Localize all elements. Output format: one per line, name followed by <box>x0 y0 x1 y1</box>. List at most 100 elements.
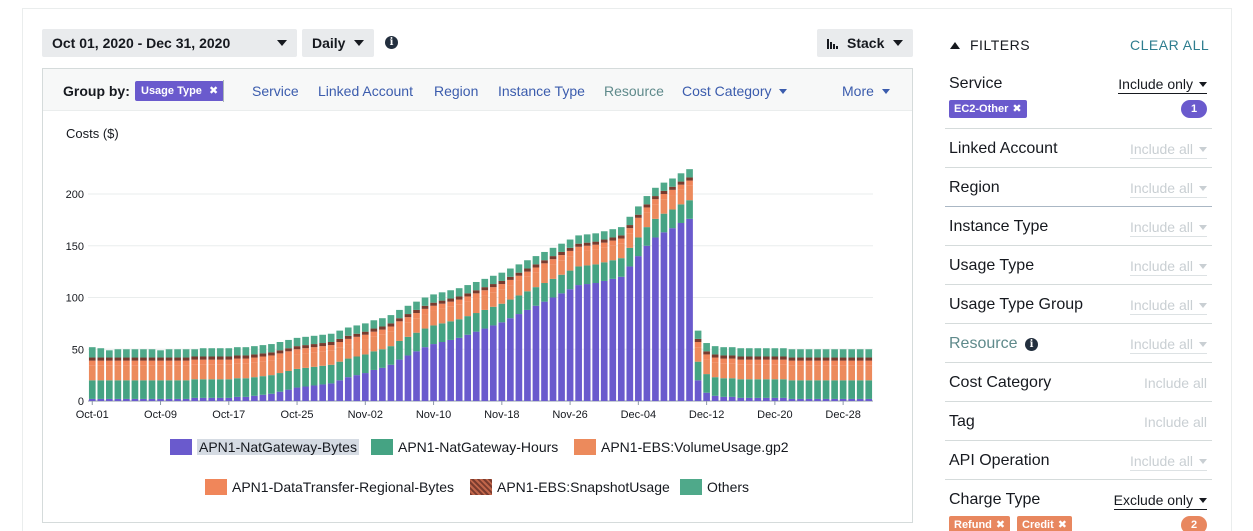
group-by-more[interactable]: More <box>842 83 890 99</box>
bar-segment <box>225 348 233 357</box>
bar-segment <box>208 379 216 398</box>
bar-segment <box>583 250 591 266</box>
legend-item-others[interactable]: Others <box>680 478 749 496</box>
filter-row-tag: Tag Include all <box>945 402 1212 441</box>
bar-segment <box>635 237 642 257</box>
bar-segment <box>592 233 600 242</box>
remove-icon[interactable]: ✖ <box>995 519 1006 531</box>
chart-style-dropdown[interactable]: Stack <box>817 29 913 57</box>
bar-segment <box>140 398 147 401</box>
bar-segment <box>233 378 241 397</box>
filter-mode-text: Include all <box>1143 414 1207 430</box>
group-by-chip[interactable]: Usage Type ✖ <box>135 81 225 101</box>
bar-segment <box>293 368 301 388</box>
bar-segment <box>797 398 804 401</box>
bar-segment <box>839 398 847 401</box>
bar-segment <box>669 178 676 187</box>
filter-mode-dropdown[interactable]: Include all <box>1129 258 1207 276</box>
bar-segment <box>805 380 813 399</box>
bar-segment <box>481 290 489 296</box>
bar-segment <box>123 380 130 399</box>
chevron-down-icon <box>1199 341 1207 347</box>
bar-segment <box>293 349 301 355</box>
bar-segment <box>558 251 565 256</box>
filter-mode-dropdown[interactable]: Include all <box>1144 414 1207 430</box>
bar-segment <box>251 357 258 363</box>
filter-chip[interactable]: EC2-Other ✖ <box>949 100 1027 118</box>
group-by-service[interactable]: Service <box>252 83 299 99</box>
filters-title: FILTERS <box>970 37 1031 53</box>
filter-mode-dropdown[interactable]: Include all <box>1129 453 1207 471</box>
legend-item-ebs-snapshot[interactable]: APN1-EBS:SnapshotUsage <box>470 478 670 496</box>
date-range-dropdown[interactable]: Oct 01, 2020 - Dec 31, 2020 <box>42 29 297 57</box>
legend-swatch <box>205 479 227 495</box>
filter-mode-dropdown[interactable]: Include all <box>1129 141 1207 159</box>
bar-segment <box>763 359 770 365</box>
info-icon[interactable]: i <box>1025 338 1038 351</box>
bar-segment <box>165 349 173 358</box>
bar-segment <box>242 396 250 401</box>
bar-segment <box>404 322 412 337</box>
bar-segment <box>106 360 113 366</box>
bar-segment <box>455 299 463 305</box>
filter-mode-dropdown[interactable]: Include all <box>1129 219 1207 237</box>
bar-segment <box>268 375 275 394</box>
filters-toggle[interactable]: FILTERS <box>950 37 1030 53</box>
bar-segment <box>302 345 309 349</box>
bar-segment <box>856 365 864 381</box>
info-icon[interactable]: i <box>385 36 398 49</box>
legend-item-natgateway-hours[interactable]: APN1-NatGateway-Hours <box>371 438 558 456</box>
group-by-instance-type[interactable]: Instance Type <box>498 83 585 99</box>
filter-label: Resource <box>949 335 1018 352</box>
filter-mode-dropdown[interactable]: Include all <box>1144 375 1207 391</box>
bar-segment <box>182 357 190 361</box>
bar-segment <box>319 346 326 352</box>
bar-segment <box>660 213 668 233</box>
bar-segment <box>771 359 779 365</box>
bar-segment <box>728 347 736 356</box>
group-by-linked-account[interactable]: Linked Account <box>318 83 413 99</box>
bar-segment <box>259 356 267 362</box>
remove-icon[interactable]: ✖ <box>1012 103 1022 115</box>
group-by-resource[interactable]: Resource <box>604 83 664 99</box>
bar-segment <box>430 305 437 311</box>
legend-item-data-transfer[interactable]: APN1-DataTransfer-Regional-Bytes <box>205 478 454 496</box>
bar-segment <box>822 365 830 381</box>
filter-mode-dropdown[interactable]: Include only <box>1118 76 1207 94</box>
bar-segment <box>165 357 173 361</box>
bar-segment <box>302 336 309 346</box>
filter-mode-dropdown[interactable]: Include all <box>1129 336 1207 354</box>
filter-mode-dropdown[interactable]: Exclude only <box>1113 492 1207 510</box>
bar-segment <box>677 204 685 223</box>
bar-segment <box>310 347 318 353</box>
bar-segment <box>617 238 625 244</box>
bar-segment <box>686 169 693 178</box>
chart-style-text: Stack <box>847 35 885 51</box>
bar-segment <box>88 347 96 358</box>
chevron-down-icon <box>1199 185 1207 191</box>
bar-segment <box>677 173 685 182</box>
group-by-cost-category[interactable]: Cost Category <box>682 83 788 99</box>
legend-item-natgateway-bytes[interactable]: APN1-NatGateway-Bytes <box>170 438 359 456</box>
group-by-region[interactable]: Region <box>434 83 479 99</box>
bar-segment <box>353 336 361 343</box>
bar-segment <box>447 306 454 322</box>
bar-segment <box>600 239 608 243</box>
bar-segment <box>242 378 250 397</box>
bar-segment <box>507 268 514 277</box>
bar-segment <box>822 398 830 401</box>
remove-icon[interactable]: ✖ <box>1057 519 1067 531</box>
bar-segment <box>370 351 378 370</box>
filter-chip[interactable]: Refund ✖ <box>949 516 1011 531</box>
legend-item-ebs-volume[interactable]: APN1-EBS:VolumeUsage.gp2 <box>574 438 789 456</box>
bar-segment <box>822 357 830 361</box>
remove-icon[interactable]: ✖ <box>209 85 219 97</box>
filter-mode-dropdown[interactable]: Include all <box>1129 297 1207 315</box>
clear-all-link[interactable]: CLEAR ALL <box>1130 37 1210 53</box>
bar-segment <box>481 295 489 310</box>
filter-label: Cost Category <box>949 374 1052 391</box>
bar-segment <box>413 313 420 319</box>
filter-chip[interactable]: Credit ✖ <box>1017 516 1072 531</box>
filter-mode-dropdown[interactable]: Include all <box>1129 180 1207 198</box>
granularity-dropdown[interactable]: Daily <box>302 29 374 57</box>
